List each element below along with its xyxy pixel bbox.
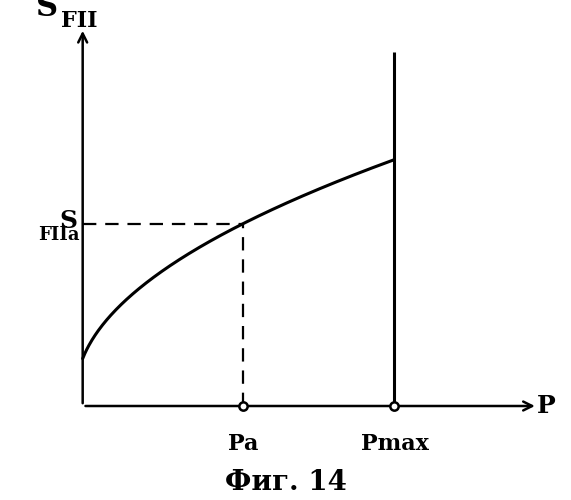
- Text: S: S: [36, 0, 58, 24]
- Text: FII: FII: [61, 10, 97, 32]
- Text: P: P: [537, 394, 555, 418]
- Text: Pa: Pa: [228, 433, 258, 455]
- Text: Pmax: Pmax: [360, 433, 428, 455]
- Text: FIIa: FIIa: [38, 226, 80, 244]
- Text: Фиг. 14: Фиг. 14: [224, 469, 347, 496]
- Text: S: S: [59, 210, 77, 234]
